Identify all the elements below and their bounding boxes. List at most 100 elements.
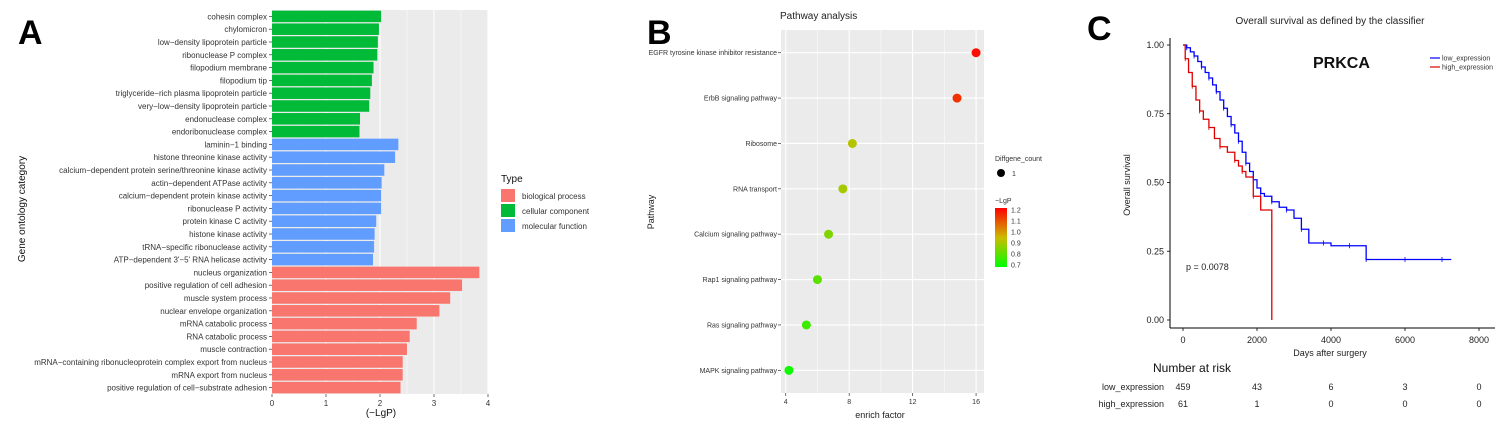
go-category-label: low−density lipoprotein particle <box>158 38 268 47</box>
go-bar <box>272 279 463 291</box>
go-category-label: histone threonine kinase activity <box>154 153 267 162</box>
go-category-label: ATP−dependent 3'−5' RNA helicase activit… <box>114 256 267 265</box>
risk-value: 43 <box>1252 382 1262 392</box>
survival-legend: low_expression high_expression <box>1430 56 1493 72</box>
go-category-label: endonuclease complex <box>185 115 267 124</box>
go-grid <box>271 10 489 394</box>
pathway-point <box>801 320 811 330</box>
go-bar <box>272 189 382 202</box>
go-x-ticks: 0 1 2 3 4 <box>270 394 491 408</box>
survival-curve-low-expression <box>1183 44 1452 261</box>
go-bar <box>272 36 378 48</box>
pathway-points <box>784 48 981 375</box>
color-legend-title: −LgP <box>995 198 1012 205</box>
go-x-tick-label: 1 <box>324 399 329 408</box>
survival-legend-label: low_expression <box>1442 56 1490 63</box>
risk-table-title: Number at risk <box>1153 361 1232 375</box>
go-category-label: mRNA catabolic process <box>180 320 267 329</box>
color-legend-bar <box>995 208 1007 267</box>
panel-b-letter: B <box>647 14 672 52</box>
risk-row-label: high_expression <box>1098 399 1164 409</box>
go-bar <box>272 74 372 87</box>
panel-a-letter: A <box>18 14 43 52</box>
pathway-label: Rap1 signaling pathway <box>703 277 778 284</box>
pathway-label: RNA transport <box>733 186 777 193</box>
go-y-axis-label: Gene ontology category <box>17 156 28 262</box>
go-category-label: actin−dependent ATPase activity <box>151 179 267 188</box>
risk-value: 3 <box>1402 382 1407 392</box>
risk-row-label: low_expression <box>1102 382 1164 392</box>
go-category-label: endoribonuclease complex <box>172 128 267 137</box>
pathway-grid <box>781 30 984 393</box>
go-category-label: laminin−1 binding <box>205 140 268 149</box>
risk-value: 1 <box>1254 399 1259 409</box>
go-x-tick-label: 2 <box>378 399 383 408</box>
pathway-label: EGFR tyrosine kinase inhibitor resistanc… <box>649 50 777 57</box>
go-bar <box>272 305 440 317</box>
survival-curves <box>1183 44 1452 320</box>
risk-value: 0 <box>1402 399 1407 409</box>
go-legend: Type biological process cellular componen… <box>501 174 590 232</box>
pathway-chart-title: Pathway analysis <box>780 11 857 22</box>
go-category-label: filopodium membrane <box>190 64 267 73</box>
go-category-label: ribonuclease P activity <box>188 204 267 213</box>
survival-axes <box>1169 38 1495 329</box>
go-category-label: very−low−density lipoprotein particle <box>138 102 268 111</box>
size-legend-dot <box>997 169 1005 177</box>
go-bar <box>272 100 370 112</box>
panel-c: C Overall survival as defined by the cla… <box>1087 10 1495 409</box>
go-category-label: triglyceride−rich plasma lipoprotein par… <box>116 89 268 98</box>
go-bar <box>272 61 374 74</box>
pathway-label: Calcium signaling pathway <box>694 232 777 239</box>
pathway-x-tick-label: 4 <box>784 399 788 406</box>
go-legend-label: cellular component <box>522 207 590 216</box>
pathway-point <box>838 184 848 194</box>
go-category-label: muscle contraction <box>200 345 267 354</box>
go-bar <box>272 253 373 266</box>
survival-x-ticks: 0 2000 4000 6000 8000 <box>1180 328 1489 345</box>
go-x-axis-label: (−LgP) <box>366 408 396 419</box>
go-bar <box>272 151 396 163</box>
go-legend-label: biological process <box>522 192 586 201</box>
pathway-x-tick-label: 16 <box>972 399 980 406</box>
pathway-point <box>952 93 962 103</box>
pathway-x-tick-label: 8 <box>847 399 851 406</box>
pathway-point <box>784 365 794 375</box>
color-legend-tick: 0.7 <box>1011 262 1021 269</box>
go-category-label: protein kinase C activity <box>183 217 267 226</box>
go-bar <box>272 228 375 240</box>
go-category-label: nuclear envelope organization <box>160 307 267 316</box>
survival-x-axis-label: Days after surgery <box>1293 348 1367 358</box>
go-legend-swatch <box>501 189 515 202</box>
color-legend-tick: 1.0 <box>1011 230 1021 237</box>
go-bar <box>272 369 403 381</box>
go-category-label: positive regulation of cell−substrate ad… <box>107 384 267 393</box>
go-bar <box>272 202 382 215</box>
go-category-label: RNA catabolic process <box>187 332 267 341</box>
go-bar <box>272 215 377 227</box>
size-legend-label: 1 <box>1012 171 1016 178</box>
color-legend-tick: 0.9 <box>1011 240 1021 247</box>
pathway-x-ticks: 4 8 12 16 <box>784 393 980 406</box>
pathway-point <box>824 229 834 239</box>
go-category-label: tRNA−specific ribonuclease activity <box>142 243 267 252</box>
go-bar <box>272 125 360 138</box>
color-legend-tick: 0.8 <box>1011 251 1021 258</box>
go-category-label: histone kinase activity <box>189 230 267 239</box>
go-bar <box>272 317 417 330</box>
pathway-label: MAPK signaling pathway <box>700 368 778 375</box>
risk-value: 61 <box>1178 399 1188 409</box>
go-legend-title: Type <box>501 174 523 185</box>
risk-value: 0 <box>1476 382 1481 392</box>
p-value: p = 0.0078 <box>1186 262 1229 272</box>
go-bar <box>272 266 480 279</box>
go-bar <box>272 138 399 151</box>
go-legend-swatch <box>501 219 515 232</box>
go-bar <box>272 241 375 253</box>
pathway-label: ErbB signaling pathway <box>704 96 778 103</box>
gene-name: PRKCA <box>1313 55 1370 72</box>
go-bar <box>272 356 403 368</box>
pathway-labels: EGFR tyrosine kinase inhibitor resistanc… <box>649 50 781 375</box>
go-bar <box>272 164 385 176</box>
